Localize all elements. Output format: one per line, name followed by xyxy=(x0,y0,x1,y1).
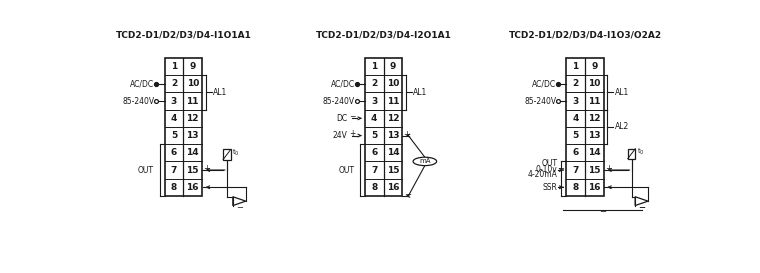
Text: 11: 11 xyxy=(588,97,600,106)
Text: 5: 5 xyxy=(171,131,177,140)
Text: AC/DC: AC/DC xyxy=(131,79,154,88)
Text: 9: 9 xyxy=(189,62,196,71)
Bar xyxy=(223,150,231,159)
Text: 85-240V: 85-240V xyxy=(122,97,154,106)
Text: 12: 12 xyxy=(186,114,199,123)
Text: OUT: OUT xyxy=(138,165,154,174)
Text: 14: 14 xyxy=(186,148,199,157)
Text: 2: 2 xyxy=(171,79,177,88)
Text: 7: 7 xyxy=(171,165,177,174)
Text: 3: 3 xyxy=(572,97,579,106)
Text: 16: 16 xyxy=(387,183,399,192)
Text: 9: 9 xyxy=(591,62,597,71)
Text: 7: 7 xyxy=(371,165,378,174)
Text: −: − xyxy=(404,190,410,199)
Text: 2: 2 xyxy=(572,79,579,88)
Text: −: − xyxy=(638,204,645,213)
Text: 6: 6 xyxy=(371,148,377,157)
Text: 12: 12 xyxy=(588,114,600,123)
Polygon shape xyxy=(233,197,245,206)
Bar xyxy=(164,58,202,196)
Text: AL1: AL1 xyxy=(615,88,629,97)
Text: 6: 6 xyxy=(171,148,177,157)
Text: 15: 15 xyxy=(387,165,399,174)
Text: t$_0$: t$_0$ xyxy=(232,147,239,158)
Text: 3: 3 xyxy=(371,97,377,106)
Text: 6: 6 xyxy=(572,148,579,157)
Text: 85-240V: 85-240V xyxy=(323,97,355,106)
Bar xyxy=(628,149,635,159)
Text: −: − xyxy=(236,204,242,213)
Text: +: + xyxy=(349,129,356,138)
Text: 5: 5 xyxy=(572,131,579,140)
Text: 10: 10 xyxy=(387,79,399,88)
Text: 8: 8 xyxy=(171,183,177,192)
Text: 13: 13 xyxy=(588,131,600,140)
Text: 16: 16 xyxy=(588,183,600,192)
Text: +: + xyxy=(605,164,612,173)
Text: AC/DC: AC/DC xyxy=(532,79,556,88)
Text: 7: 7 xyxy=(572,165,579,174)
Text: OUT: OUT xyxy=(338,165,354,174)
Text: TCD2-D1/D2/D3/D4-I2O1A1: TCD2-D1/D2/D3/D4-I2O1A1 xyxy=(315,30,451,39)
Text: 11: 11 xyxy=(186,97,199,106)
Polygon shape xyxy=(635,197,648,206)
Text: 2: 2 xyxy=(371,79,377,88)
Text: 13: 13 xyxy=(186,131,199,140)
Text: SSR: SSR xyxy=(543,183,557,192)
Text: 0-10v: 0-10v xyxy=(536,165,557,174)
Text: 15: 15 xyxy=(588,165,600,174)
Bar xyxy=(365,58,403,196)
Text: 11: 11 xyxy=(387,97,399,106)
Text: −: − xyxy=(638,204,645,213)
Text: +: + xyxy=(204,164,211,173)
Text: 8: 8 xyxy=(572,183,579,192)
Text: 14: 14 xyxy=(588,148,601,157)
Text: DC: DC xyxy=(337,114,347,123)
Text: +: + xyxy=(404,130,410,139)
Circle shape xyxy=(413,157,436,166)
Text: mA: mA xyxy=(419,158,431,164)
Text: 4: 4 xyxy=(371,114,378,123)
Bar xyxy=(566,58,604,196)
Text: AC/DC: AC/DC xyxy=(331,79,355,88)
Text: AL1: AL1 xyxy=(413,88,427,97)
Text: t$_0$: t$_0$ xyxy=(637,146,644,157)
Text: OUT: OUT xyxy=(541,159,557,168)
Text: 13: 13 xyxy=(387,131,399,140)
Text: 4: 4 xyxy=(572,114,579,123)
Text: 3: 3 xyxy=(171,97,177,106)
Text: 10: 10 xyxy=(588,79,600,88)
Text: 10: 10 xyxy=(187,79,199,88)
Text: 8: 8 xyxy=(371,183,377,192)
Text: +: + xyxy=(558,164,565,173)
Text: 9: 9 xyxy=(390,62,396,71)
Text: 85-240V: 85-240V xyxy=(524,97,556,106)
Text: 1: 1 xyxy=(371,62,377,71)
Text: 4-20mA: 4-20mA xyxy=(527,170,557,179)
Text: 24V: 24V xyxy=(333,131,347,140)
Text: 15: 15 xyxy=(186,165,199,174)
Text: −: − xyxy=(349,112,356,121)
Text: AL1: AL1 xyxy=(213,88,227,97)
Text: 12: 12 xyxy=(387,114,399,123)
Text: −: − xyxy=(599,207,606,216)
Text: 16: 16 xyxy=(186,183,199,192)
Text: 1: 1 xyxy=(171,62,177,71)
Text: 1: 1 xyxy=(572,62,579,71)
Text: 14: 14 xyxy=(387,148,399,157)
Text: 5: 5 xyxy=(371,131,377,140)
Text: 4: 4 xyxy=(171,114,177,123)
Text: AL2: AL2 xyxy=(615,122,629,131)
Text: TCD2-D1/D2/D3/D4-I1O1A1: TCD2-D1/D2/D3/D4-I1O1A1 xyxy=(116,30,252,39)
Text: TCD2-D1/D2/D3/D4-I1O3/O2A2: TCD2-D1/D2/D3/D4-I1O3/O2A2 xyxy=(508,30,662,39)
